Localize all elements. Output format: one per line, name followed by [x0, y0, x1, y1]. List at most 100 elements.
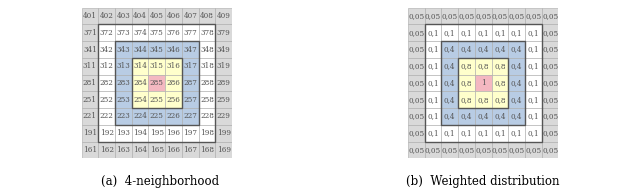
Bar [198, 75, 215, 91]
Bar [215, 25, 232, 41]
Text: 164: 164 [133, 146, 147, 154]
Bar [492, 25, 508, 41]
Bar [198, 41, 215, 58]
Text: 0,4: 0,4 [444, 62, 456, 70]
Text: 0,8: 0,8 [461, 62, 472, 70]
Bar [492, 108, 508, 125]
Text: 251: 251 [83, 96, 97, 104]
Text: 0,1: 0,1 [527, 96, 539, 104]
Bar [81, 91, 99, 108]
Bar [132, 91, 148, 108]
Text: 0,05: 0,05 [542, 62, 558, 70]
Text: 372: 372 [100, 29, 113, 37]
Text: (a)  4-neighborhood: (a) 4-neighborhood [101, 175, 219, 188]
Text: 0,1: 0,1 [494, 29, 506, 37]
Bar [99, 125, 115, 141]
Bar [508, 141, 525, 158]
Text: 252: 252 [100, 96, 113, 104]
Bar [408, 25, 425, 41]
Text: 371: 371 [83, 29, 97, 37]
Bar [132, 108, 148, 125]
Bar [541, 8, 559, 25]
Text: 0,4: 0,4 [511, 62, 522, 70]
Text: 402: 402 [100, 12, 113, 20]
Text: 257: 257 [183, 96, 197, 104]
Text: 0,05: 0,05 [442, 146, 458, 154]
Bar [425, 25, 442, 41]
Bar [458, 91, 475, 108]
Bar [458, 8, 475, 25]
Bar [508, 58, 525, 75]
Text: 0,8: 0,8 [461, 79, 472, 87]
Bar [458, 125, 475, 141]
Bar [475, 91, 492, 108]
Bar [525, 58, 541, 75]
Text: 0,1: 0,1 [428, 62, 439, 70]
Bar [525, 25, 541, 41]
Text: 0,4: 0,4 [444, 46, 456, 53]
Text: 229: 229 [217, 113, 230, 120]
Text: 0,05: 0,05 [408, 96, 424, 104]
Text: 405: 405 [150, 12, 164, 20]
Bar [492, 58, 508, 75]
Bar [165, 75, 182, 91]
Bar [132, 58, 182, 108]
Text: 0,8: 0,8 [461, 96, 472, 104]
Bar [182, 91, 198, 108]
Text: 283: 283 [116, 79, 130, 87]
Bar [115, 75, 132, 91]
Bar [198, 91, 215, 108]
Bar [492, 41, 508, 58]
Text: 0,05: 0,05 [542, 12, 558, 20]
Bar [215, 125, 232, 141]
Bar [541, 75, 559, 91]
Text: 0,1: 0,1 [428, 129, 439, 137]
Text: 256: 256 [166, 96, 180, 104]
Text: 221: 221 [83, 113, 97, 120]
Text: (b)  Weighted distribution: (b) Weighted distribution [406, 175, 560, 188]
Bar [458, 58, 475, 75]
Bar [165, 8, 182, 25]
Bar [475, 141, 492, 158]
Bar [525, 75, 541, 91]
Text: 315: 315 [150, 62, 164, 70]
Text: 0,1: 0,1 [428, 79, 439, 87]
Text: 401: 401 [83, 12, 97, 20]
Text: 0,4: 0,4 [461, 113, 472, 120]
Text: 0,8: 0,8 [494, 96, 506, 104]
Bar [99, 75, 115, 91]
Bar [541, 141, 559, 158]
Text: 0,4: 0,4 [511, 79, 522, 87]
Bar [81, 41, 99, 58]
Text: 1: 1 [481, 79, 486, 87]
Bar [425, 125, 442, 141]
Text: 0,05: 0,05 [525, 146, 541, 154]
Text: 407: 407 [183, 12, 197, 20]
Text: 253: 253 [116, 96, 130, 104]
Bar [165, 25, 182, 41]
Text: 408: 408 [200, 12, 214, 20]
Text: 196: 196 [166, 129, 180, 137]
Bar [99, 8, 115, 25]
Bar [148, 58, 165, 75]
Text: 0,4: 0,4 [444, 113, 456, 120]
Text: 342: 342 [100, 46, 113, 53]
Text: 0,05: 0,05 [509, 146, 525, 154]
Bar [81, 58, 99, 75]
Bar [492, 8, 508, 25]
Text: 0,4: 0,4 [511, 96, 522, 104]
Text: 0,1: 0,1 [477, 129, 489, 137]
Text: 161: 161 [83, 146, 97, 154]
Bar [182, 41, 198, 58]
Text: 0,1: 0,1 [527, 79, 539, 87]
Bar [115, 8, 132, 25]
Text: 0,05: 0,05 [542, 96, 558, 104]
Text: 192: 192 [100, 129, 114, 137]
Text: 197: 197 [183, 129, 197, 137]
Text: 0,1: 0,1 [477, 29, 489, 37]
Text: 0,05: 0,05 [542, 113, 558, 120]
Text: 0,8: 0,8 [494, 79, 506, 87]
Bar [408, 141, 425, 158]
Text: 375: 375 [150, 29, 164, 37]
Text: 193: 193 [116, 129, 131, 137]
